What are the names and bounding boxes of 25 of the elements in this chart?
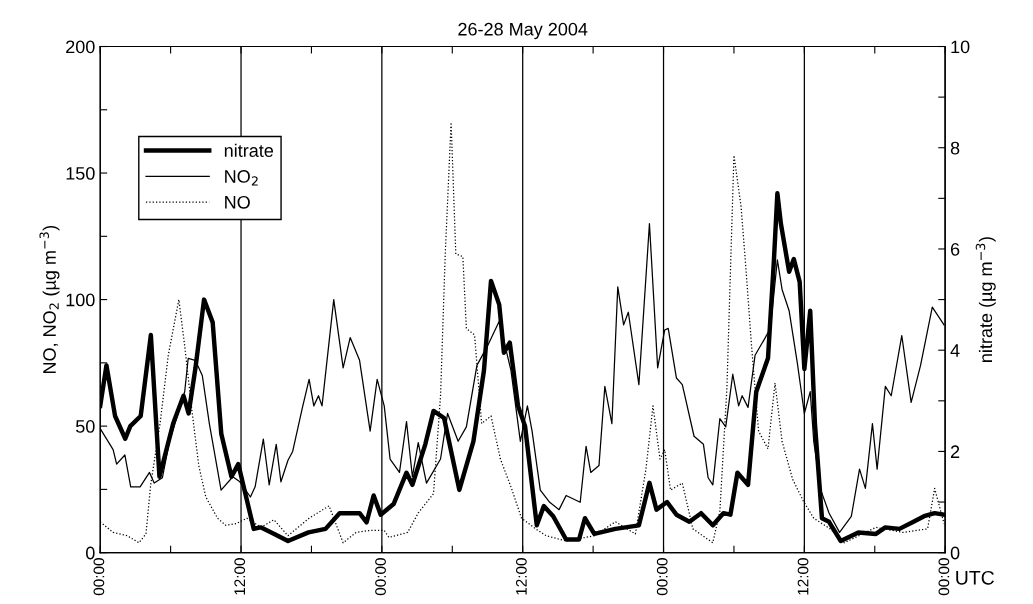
chart-title: 26-28 May 2004 xyxy=(458,22,588,40)
legend-label: NO$_{2}$ xyxy=(225,170,258,186)
y2-tick-label: 4 xyxy=(950,344,960,357)
y2-tick-label: 10 xyxy=(951,40,970,54)
x-tick-label: 00:00 xyxy=(938,558,950,596)
y-tick-label: 0 xyxy=(86,546,95,560)
x-tick-label: 12:00 xyxy=(797,558,809,595)
x-tick-label: 12:00 xyxy=(234,558,246,595)
y2-tick-label: 8 xyxy=(950,141,960,155)
y2-tick-label: 0 xyxy=(950,546,960,560)
x-tick-label: 12:00 xyxy=(515,558,527,595)
x-tick-label: 00:00 xyxy=(656,558,668,596)
y2-tick-label: 2 xyxy=(950,445,960,458)
legend-label: nitrate xyxy=(224,143,274,157)
y-tick-label: 100 xyxy=(66,293,95,307)
y-tick-label: 150 xyxy=(66,166,95,180)
x-axis-title: UTC xyxy=(956,570,995,585)
y2-axis-title: nitrate (µg m$^{−3}$) xyxy=(975,237,996,362)
y-tick-label: 200 xyxy=(66,40,95,54)
legend-label: NO xyxy=(225,195,250,209)
x-tick-label: 00:00 xyxy=(93,558,105,596)
y2-tick-label: 6 xyxy=(950,242,960,256)
y-axis-title: NO, NO$_{2}$ (µg m$^{−3}$) xyxy=(39,225,60,374)
x-tick-label: 00:00 xyxy=(375,558,386,596)
y-tick-label: 50 xyxy=(75,420,95,433)
